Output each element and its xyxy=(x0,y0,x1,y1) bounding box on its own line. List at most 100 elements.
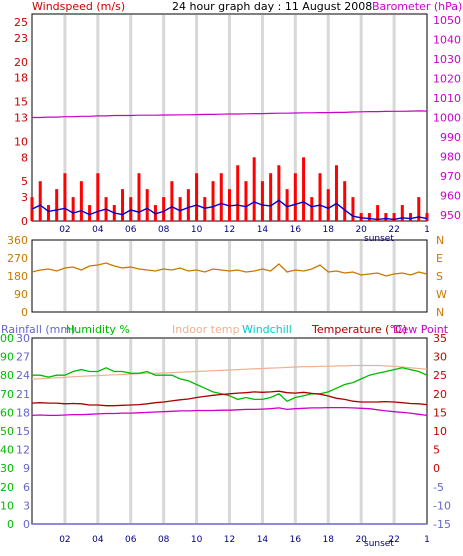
wind-gust-bar xyxy=(71,197,75,221)
compass-tick-label: N xyxy=(436,306,444,319)
temperature-y-tick-label: 30 xyxy=(433,351,447,364)
direction-y-tick-label: 270 xyxy=(7,252,28,265)
wind-gust-bar xyxy=(88,205,92,221)
rainfall-y-tick-label: 21 xyxy=(16,388,30,401)
rainfall-y-tick-label: 27 xyxy=(16,351,30,364)
wind-gust-bar xyxy=(343,181,347,221)
wind-gust-bar xyxy=(310,197,314,221)
barometer-y-tick-label: 990 xyxy=(440,131,461,144)
wind-gust-bar xyxy=(137,173,141,221)
x-tick-label: 1 xyxy=(424,535,430,545)
direction-y-tick-label: 180 xyxy=(7,270,28,283)
wind-gust-bar xyxy=(195,173,199,221)
compass-tick-label: N xyxy=(436,234,444,247)
rainfall-y-tick-label: 24 xyxy=(16,369,30,382)
rainfall-y-tick-label: 6 xyxy=(23,481,30,494)
x-tick-label: 08 xyxy=(158,535,170,545)
temperature-y-tick-label: 10 xyxy=(433,425,447,438)
temperature-line xyxy=(31,390,428,407)
humidity-y-tick-label: 70 xyxy=(0,388,14,401)
wind-gust-bar xyxy=(129,197,133,221)
wind-gust-bar xyxy=(409,213,413,221)
rainfall-y-tick-label: 3 xyxy=(23,499,30,512)
wind-gust-bar xyxy=(186,189,190,221)
x-tick-label: 10 xyxy=(191,535,203,545)
wind-gust-bar xyxy=(145,189,149,221)
wind-y-tick-label: 18 xyxy=(14,72,28,85)
wind-gust-bar xyxy=(400,205,404,221)
wind-gust-bar xyxy=(236,165,240,221)
rainfall-axis-title: Rainfall (mm) xyxy=(1,323,75,336)
wind-gust-bar xyxy=(318,173,322,221)
x-tick-label: 18 xyxy=(323,535,335,545)
wind-gust-bar xyxy=(260,181,264,221)
wind-y-tick-label: 20 xyxy=(14,56,28,69)
sunset-label-top: sunset xyxy=(364,234,394,244)
x-tick-label: 04 xyxy=(92,535,104,545)
windchill-title: Windchill xyxy=(242,323,292,336)
x-tick-label: 16 xyxy=(290,225,302,235)
wind-gust-bar xyxy=(211,181,215,221)
wind-gust-bar xyxy=(121,189,125,221)
x-tick-label: 06 xyxy=(125,535,137,545)
wind-gust-bar xyxy=(252,157,256,221)
wind-gust-bar xyxy=(277,165,281,221)
temperature-y-tick-label: 20 xyxy=(433,388,447,401)
humidity-line xyxy=(32,367,428,402)
wind-gust-bar xyxy=(417,197,421,221)
wind-gust-bar xyxy=(162,197,166,221)
wind-y-tick-label: 15 xyxy=(14,96,28,109)
wind-y-tick-label: 8 xyxy=(21,151,28,164)
wind-gust-bar xyxy=(46,205,50,221)
windspeed-axis-title: Windspeed (m/s) xyxy=(32,0,125,13)
wind-gust-bar xyxy=(285,189,289,221)
barometer-y-tick-label: 1040 xyxy=(433,33,461,46)
x-tick-label: 14 xyxy=(257,535,269,545)
humidity-y-tick-label: 80 xyxy=(0,369,14,382)
humidity-y-tick-label: 50 xyxy=(0,425,14,438)
wind-y-tick-label: 23 xyxy=(14,32,28,45)
rainfall-y-tick-label: 12 xyxy=(16,444,30,457)
humidity-y-tick-label: 90 xyxy=(0,351,14,364)
wind-gust-bar xyxy=(178,197,182,221)
wind-gust-bar xyxy=(384,213,388,221)
barometer-axis-title: Barometer (hPa) xyxy=(372,0,462,13)
wind-gust-bar xyxy=(79,181,83,221)
x-tick-label: 02 xyxy=(59,535,70,545)
wind-gust-bar xyxy=(425,213,429,221)
x-tick-label: 22 xyxy=(388,225,399,235)
temperature-y-tick-label: 25 xyxy=(433,369,447,382)
barometer-y-tick-label: 1050 xyxy=(433,14,461,27)
barometer-y-tick-label: 960 xyxy=(440,190,461,203)
barometer-y-tick-label: 1010 xyxy=(433,92,461,105)
wind-y-tick-label: 10 xyxy=(14,135,28,148)
chart-title: 24 hour graph day : 11 August 2008 xyxy=(172,0,372,13)
wind-y-tick-label: 25 xyxy=(14,16,28,29)
barometer-y-tick-label: 1020 xyxy=(433,72,461,85)
x-tick-label: 16 xyxy=(290,535,302,545)
wind-gust-bar xyxy=(367,213,371,221)
compass-tick-label: S xyxy=(436,270,443,283)
x-tick-label: 02 xyxy=(59,225,70,235)
wind-direction-line xyxy=(31,262,428,277)
barometer-y-tick-label: 970 xyxy=(440,170,461,183)
humidity-y-tick-label: 60 xyxy=(0,406,14,419)
rainfall-y-tick-label: 0 xyxy=(23,518,30,531)
dew-point-line xyxy=(31,406,428,417)
direction-y-tick-label: 90 xyxy=(14,288,28,301)
temperature-y-tick-label: 5 xyxy=(433,444,440,457)
wind-gust-bar xyxy=(219,173,223,221)
barometer-y-tick-label: 950 xyxy=(440,209,461,222)
x-tick-label: 1 xyxy=(424,225,430,235)
rainfall-y-tick-label: 18 xyxy=(16,406,30,419)
x-tick-label: 20 xyxy=(355,535,367,545)
wind-gust-bar xyxy=(334,165,338,221)
wind-gust-bar xyxy=(228,189,231,221)
direction-y-tick-label: 0 xyxy=(21,306,28,319)
temperature-axis-title: Temperature (°C) xyxy=(311,323,407,336)
dew-point-title: Dew Point xyxy=(393,323,449,336)
humidity-y-tick-label: 10 xyxy=(0,499,14,512)
direction-y-tick-label: 360 xyxy=(7,234,28,247)
barometer-y-tick-label: 1000 xyxy=(433,112,461,125)
temperature-y-tick-label: -10 xyxy=(433,499,451,512)
